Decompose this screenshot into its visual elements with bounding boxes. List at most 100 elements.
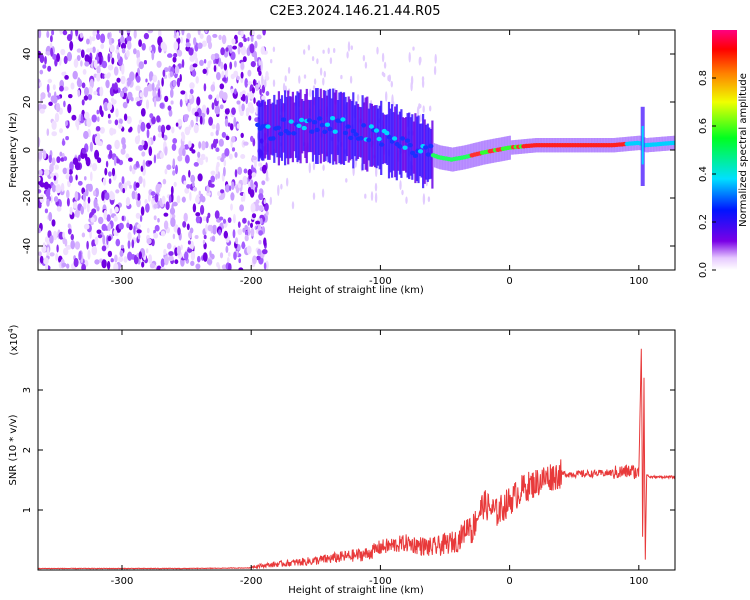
trace-core [324,122,330,127]
trace-envelope [425,124,428,180]
noise-speckle [133,225,136,235]
noise-speckle [193,37,197,46]
noise-speckle [86,38,90,45]
trace-core [322,129,328,134]
trace-core [399,136,405,141]
noise-speckle [170,88,174,99]
noise-speckle [85,157,91,167]
noise-speckle [213,65,217,72]
trace-envelope [308,100,311,152]
trace-core [332,129,338,134]
noise-speckle [127,157,133,162]
noise-speckle [68,94,73,99]
noise-speckle [230,136,236,143]
trace-envelope [282,103,285,153]
faint-speckle [261,74,264,86]
noise-speckle [247,168,252,177]
faint-speckle [323,70,326,78]
trace-envelope [398,111,401,175]
noise-speckle [111,128,117,135]
noise-speckle [48,211,53,222]
noise-speckle [80,205,84,215]
noise-speckle [126,50,130,58]
colorbar-tick-label: 0.8 [698,70,709,86]
noise-speckle [162,178,167,185]
snr-ylabel: SNR (10 * v/v) [8,414,19,485]
noise-speckle [238,267,244,270]
noise-speckle [137,233,141,240]
noise-speckle [118,118,123,125]
noise-speckle [133,30,137,39]
noise-speckle [156,153,160,160]
noise-speckle [207,60,211,69]
noise-speckle [60,182,65,192]
noise-speckle [153,215,157,221]
trace-envelope [423,119,426,184]
noise-speckle [210,175,215,183]
noise-speckle [109,52,113,59]
noise-speckle [242,56,247,63]
noise-speckle [216,122,220,133]
trace-core [340,117,346,122]
noise-speckle [214,210,220,220]
noise-speckle [206,107,210,115]
noise-speckle [102,177,107,186]
chart-title: C2E3.2024.146.21.44.R05 [269,4,440,19]
noise-speckle [195,212,201,217]
noise-speckle [62,231,65,239]
noise-speckle [209,250,212,257]
noise-speckle [238,42,244,48]
noise-speckle [91,245,98,256]
noise-speckle [107,64,114,71]
noise-speckle [118,222,124,230]
noise-speckle [111,167,116,177]
noise-speckle [55,253,59,261]
snr-line [38,348,675,570]
noise-speckle [254,186,258,193]
trace-envelope [405,117,408,173]
noise-speckle [49,163,54,173]
noise-speckle [47,65,52,72]
noise-speckle [81,147,87,154]
noise-speckle [256,255,261,261]
noise-speckle [227,122,231,127]
noise-speckle [172,170,176,176]
faint-speckle [333,48,336,53]
noise-speckle [78,251,82,261]
trace-envelope [384,115,387,164]
noise-speckle [182,221,187,228]
noise-speckle [251,213,257,219]
noise-speckle [76,55,81,61]
trace-envelope [364,97,367,170]
noise-speckle [81,82,86,89]
noise-speckle [176,245,181,256]
noise-speckle [157,218,160,223]
noise-speckle [200,153,206,161]
faint-speckle [298,75,301,84]
noise-speckle [51,131,57,137]
noise-speckle [176,195,181,204]
noise-speckle [147,138,152,148]
noise-speckle [140,121,146,132]
trace-core [288,119,294,124]
noise-speckle [171,143,177,151]
trace-envelope [333,92,336,162]
noise-speckle [39,81,42,88]
noise-speckle [74,241,81,250]
trace-core [275,125,281,130]
trace-core [317,116,323,121]
noise-speckle [139,215,143,222]
noise-speckle [168,251,174,256]
trace-core [368,124,374,129]
trace-envelope [363,102,366,164]
noise-speckle [115,158,121,164]
noise-speckle [248,174,252,180]
noise-speckle [186,32,191,40]
faint-speckle [412,46,415,51]
spectrogram-ytick-label: -20 [22,190,33,206]
noise-speckle [203,83,207,92]
faint-speckle [307,44,311,51]
noise-speckle [163,67,169,73]
noise-speckle [156,60,162,68]
faint-speckle [390,80,393,88]
